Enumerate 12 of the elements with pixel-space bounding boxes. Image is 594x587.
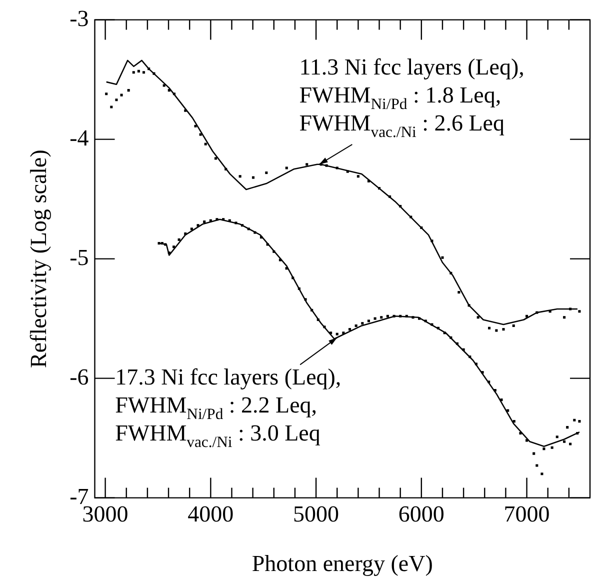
y-tick-label: -3	[70, 6, 89, 31]
y-tick-label: -6	[70, 364, 89, 390]
y-axis-title: Reflectivity (Log scale)	[26, 150, 51, 368]
x-tick-label: 5000	[293, 502, 340, 527]
x-tick-label: 7000	[504, 502, 550, 527]
x-tick-label: 6000	[398, 502, 444, 527]
x-axis-title: Photon energy (eV)	[252, 551, 433, 576]
annotation: 11.3 Ni fcc layers (Leq),	[299, 54, 524, 80]
annotation: 17.3 Ni fcc layers (Leq),	[115, 364, 342, 390]
x-tick-label: 4000	[188, 502, 234, 527]
y-tick-label: -5	[70, 244, 89, 270]
y-tick-label: -4	[70, 125, 90, 150]
